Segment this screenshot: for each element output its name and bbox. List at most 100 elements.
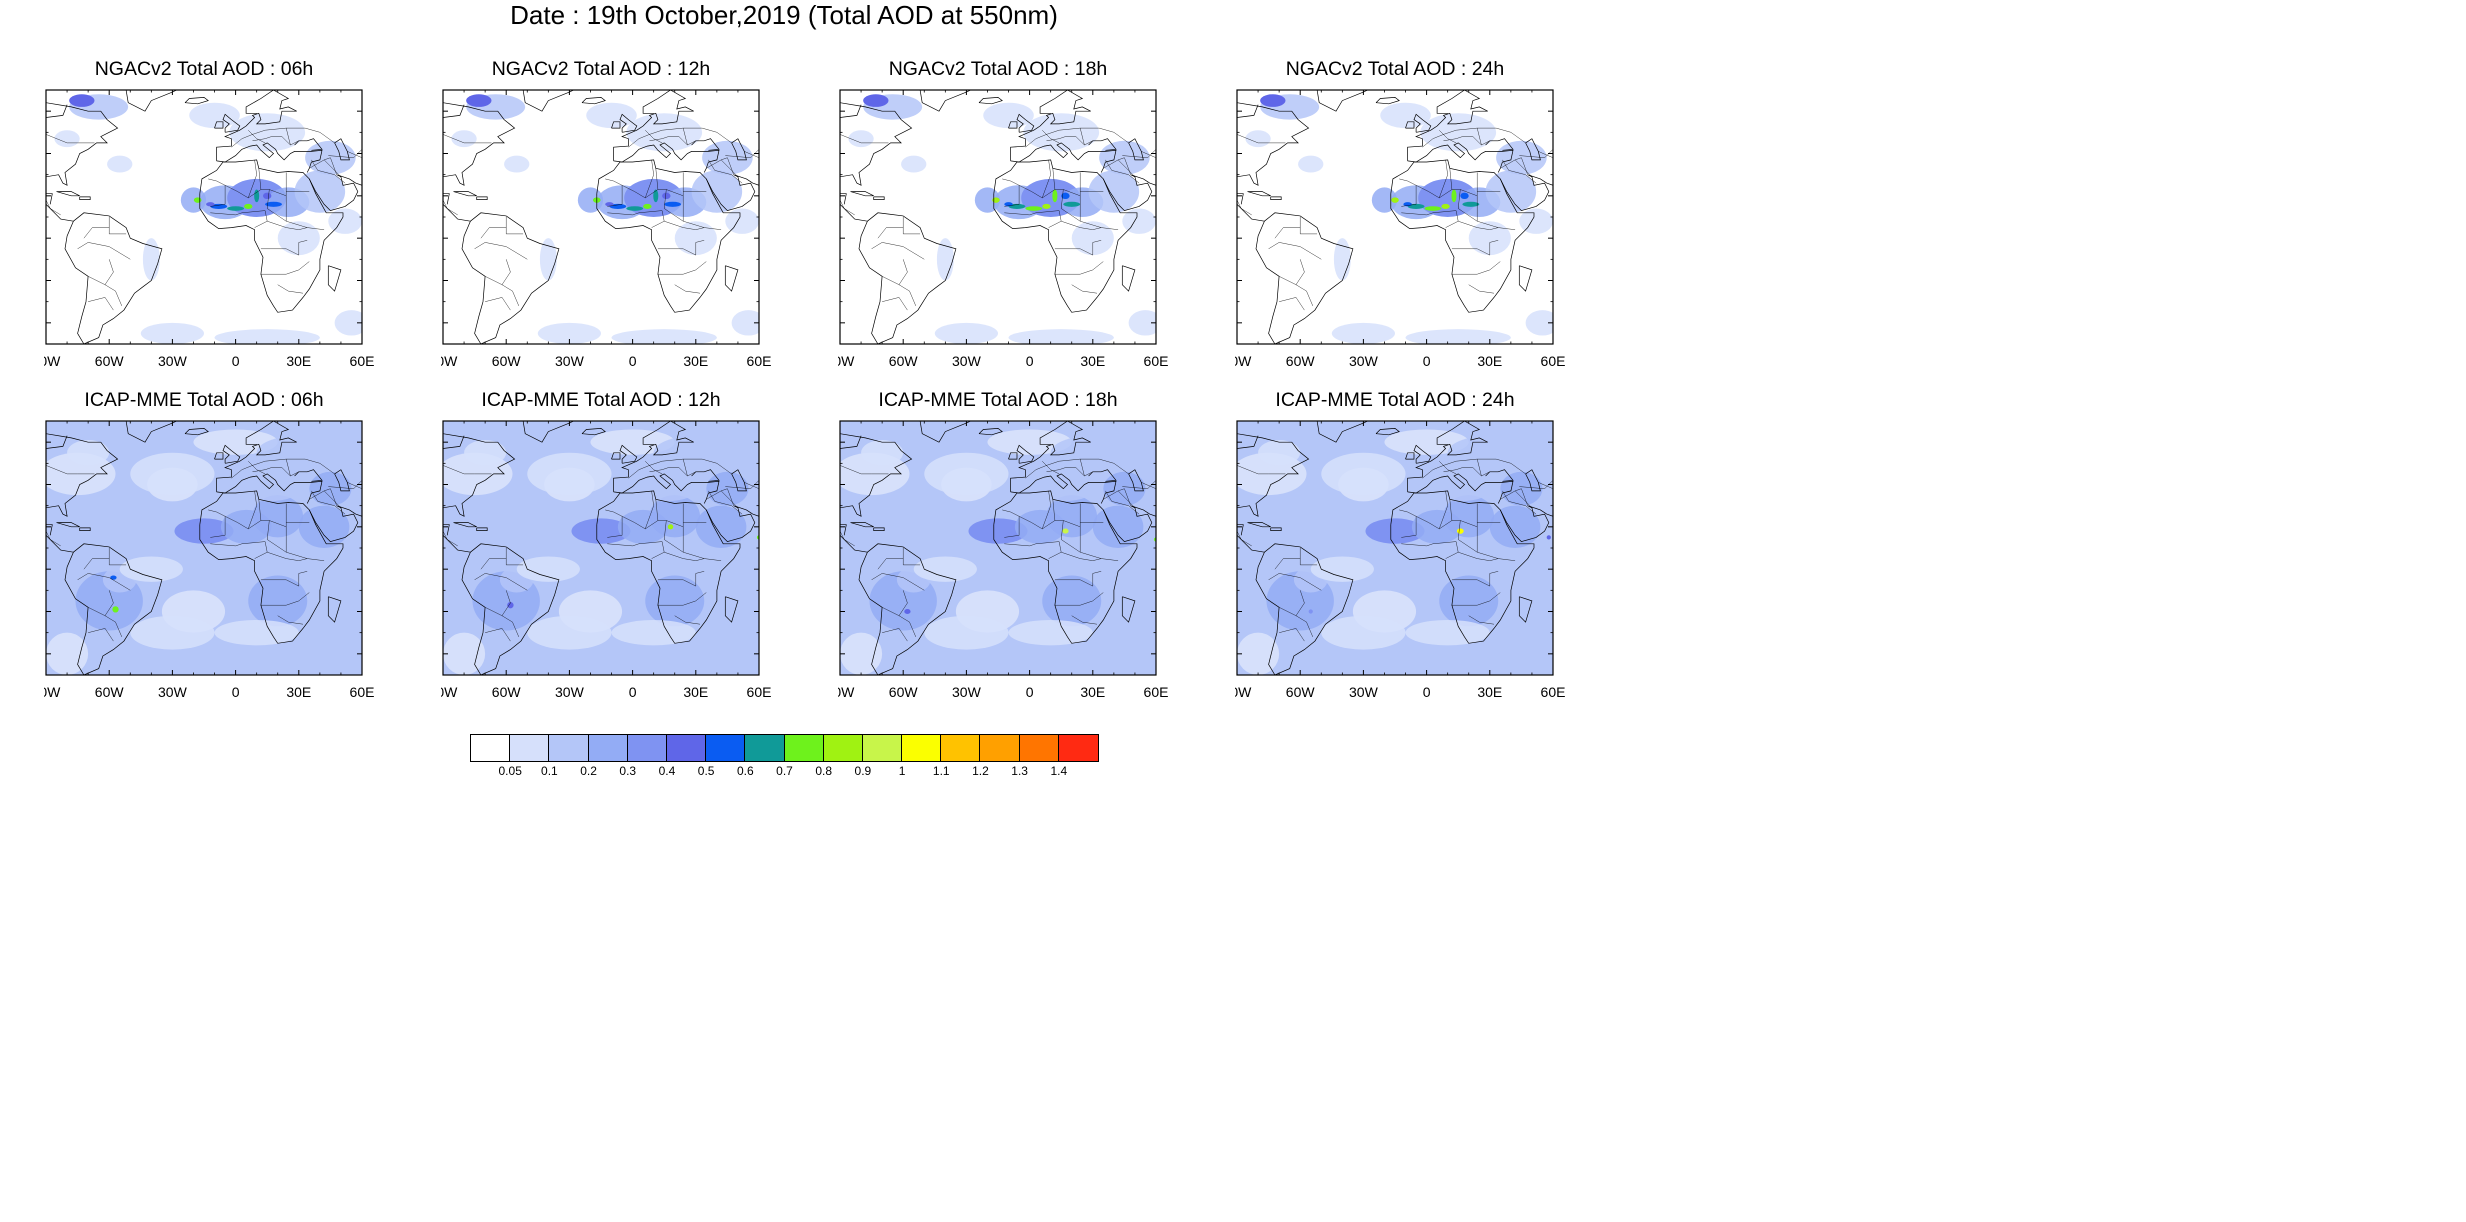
country-border bbox=[1500, 157, 1528, 175]
aod-blob bbox=[924, 452, 1009, 496]
country-border bbox=[248, 159, 257, 198]
lon-tick-label: 0 bbox=[232, 684, 240, 700]
country-border bbox=[1514, 159, 1533, 177]
coastline bbox=[216, 90, 297, 161]
country-border bbox=[882, 276, 916, 306]
country-border bbox=[840, 200, 855, 216]
country-border bbox=[1103, 157, 1131, 175]
aod-blob bbox=[206, 202, 215, 207]
aod-blob bbox=[1008, 329, 1114, 344]
country-border bbox=[104, 590, 114, 616]
coastline bbox=[184, 428, 209, 436]
country-border bbox=[649, 136, 688, 146]
aod-blob bbox=[189, 102, 240, 129]
country-border bbox=[46, 134, 95, 144]
country-border bbox=[108, 217, 127, 235]
country-border bbox=[1449, 168, 1453, 190]
aod-blob bbox=[968, 518, 1028, 544]
colorbar-label: 0.3 bbox=[619, 764, 637, 778]
country-border bbox=[1080, 458, 1129, 475]
coastline bbox=[873, 527, 885, 531]
coastline bbox=[978, 97, 1003, 105]
country-border bbox=[210, 210, 266, 216]
country-border bbox=[1046, 467, 1085, 477]
aod-blob bbox=[451, 130, 477, 148]
country-border bbox=[311, 159, 346, 184]
figure-title: Date : 19th October,2019 (Total AOD at 5… bbox=[510, 0, 1058, 30]
country-border bbox=[877, 227, 904, 239]
country-border bbox=[1052, 168, 1056, 190]
aod-blob bbox=[1088, 170, 1140, 213]
aod-blob bbox=[674, 221, 717, 256]
coastline bbox=[125, 90, 178, 112]
aod-blob bbox=[840, 632, 883, 675]
aod-blob bbox=[54, 130, 80, 148]
coastline bbox=[1237, 524, 1244, 536]
lon-tick-label: 60W bbox=[889, 684, 919, 700]
coastline bbox=[46, 535, 74, 553]
coastline bbox=[199, 490, 344, 644]
aod-blob bbox=[262, 192, 272, 200]
lon-tick-label: 0 bbox=[1423, 684, 1431, 700]
aod-blob bbox=[227, 206, 245, 211]
aod-blob bbox=[983, 102, 1034, 129]
coastline bbox=[46, 102, 119, 186]
country-border bbox=[309, 488, 337, 506]
country-border bbox=[210, 185, 226, 207]
coastline bbox=[308, 174, 362, 211]
coastline bbox=[334, 138, 350, 161]
aod-blob bbox=[848, 130, 874, 148]
coastline bbox=[222, 444, 241, 464]
coastline bbox=[691, 469, 720, 482]
country-border bbox=[347, 151, 362, 159]
country-border bbox=[655, 499, 659, 521]
aod-blob bbox=[277, 221, 320, 256]
country-border bbox=[1279, 607, 1313, 637]
lon-tick-label: 0 bbox=[629, 353, 637, 369]
coastline bbox=[199, 159, 344, 313]
lon-tick-label: 60W bbox=[492, 684, 522, 700]
lon-tick-label: 90W bbox=[44, 353, 61, 369]
country-border bbox=[108, 548, 127, 566]
country-border bbox=[1141, 151, 1156, 159]
country-border bbox=[1004, 210, 1060, 216]
coastline bbox=[46, 193, 53, 205]
country-border bbox=[706, 488, 734, 506]
lon-tick-label: 0 bbox=[1026, 684, 1034, 700]
aod-map: 60N40N20N020S40S90W60W30W030E60E bbox=[1235, 89, 1565, 369]
country-border bbox=[88, 607, 122, 637]
country-border bbox=[1489, 227, 1516, 230]
country-border bbox=[1439, 461, 1457, 475]
aod-blob bbox=[256, 435, 341, 470]
lon-tick-label: 60E bbox=[1144, 353, 1169, 369]
coastline bbox=[1413, 113, 1432, 133]
aod-blob bbox=[537, 322, 601, 344]
country-border bbox=[1422, 458, 1490, 479]
aod-blob bbox=[1062, 528, 1069, 534]
aod-blob bbox=[626, 206, 644, 211]
lon-tick-label: 60W bbox=[95, 353, 125, 369]
colorbar-swatch bbox=[745, 735, 785, 761]
colorbar-swatch bbox=[1019, 735, 1059, 761]
country-border bbox=[1401, 541, 1457, 547]
country-border bbox=[309, 157, 337, 175]
country-border bbox=[505, 217, 524, 235]
country-border bbox=[1514, 490, 1533, 508]
aod-blob bbox=[1405, 329, 1511, 344]
coastline bbox=[840, 433, 913, 517]
country-border bbox=[605, 509, 646, 530]
country-border bbox=[260, 240, 308, 256]
country-border bbox=[1538, 151, 1553, 159]
lon-tick-label: 0 bbox=[629, 684, 637, 700]
aod-blob bbox=[643, 203, 652, 209]
country-border bbox=[480, 558, 507, 570]
aod-blob bbox=[1237, 632, 1280, 675]
coastline bbox=[724, 265, 739, 292]
country-border bbox=[1103, 488, 1131, 506]
coastline bbox=[1128, 469, 1144, 492]
coastline bbox=[56, 191, 80, 197]
country-border bbox=[1004, 516, 1020, 538]
country-border bbox=[83, 227, 110, 239]
coastline bbox=[691, 138, 720, 151]
country-border bbox=[258, 499, 262, 521]
